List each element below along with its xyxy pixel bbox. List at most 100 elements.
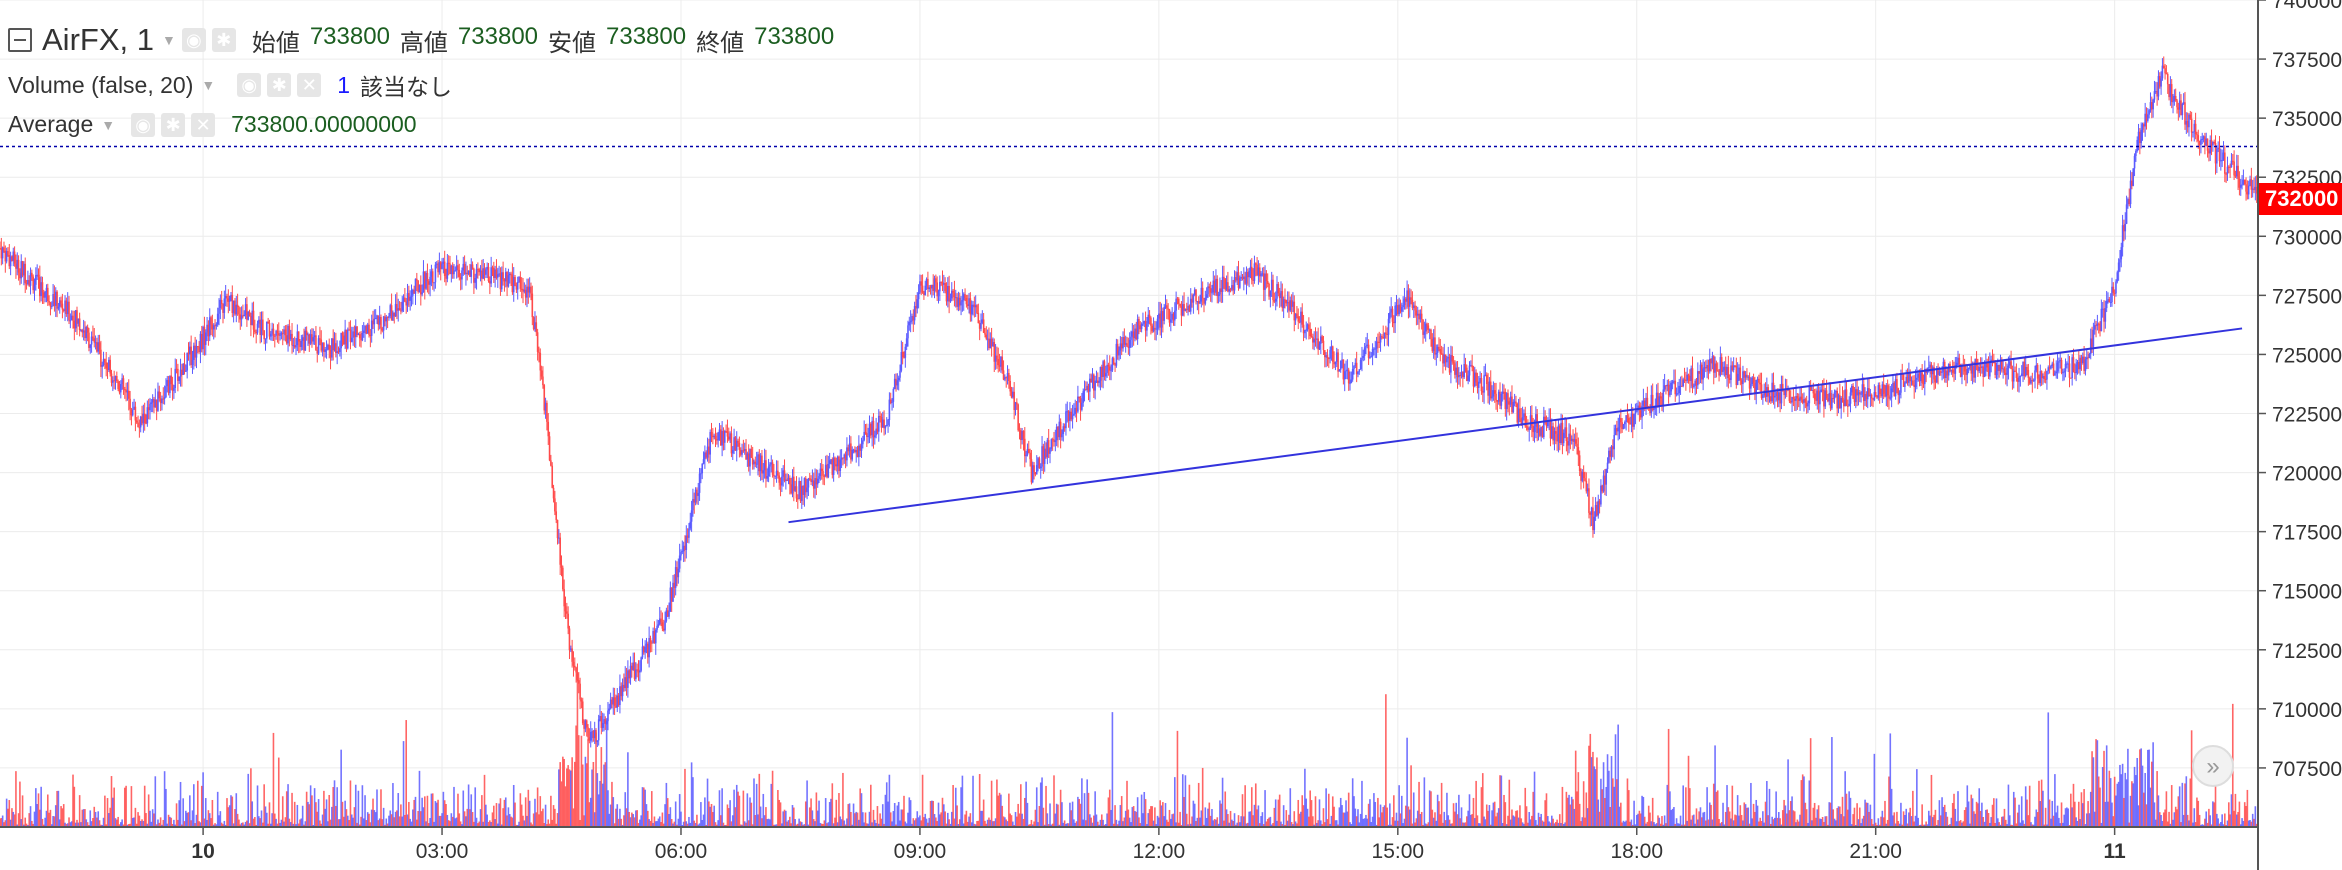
candle-body	[932, 284, 935, 291]
volume-bar	[189, 795, 191, 827]
candle-body	[1720, 357, 1723, 372]
volume-bar	[2006, 824, 2008, 827]
candle-body	[1690, 368, 1692, 382]
volume-bar	[997, 795, 1000, 827]
volume-bar	[745, 822, 747, 827]
candle-body	[940, 281, 942, 283]
candle-body	[2125, 204, 2128, 224]
volume-bar	[1351, 778, 1354, 827]
candle-body	[1387, 318, 1390, 335]
candle-body	[791, 476, 794, 494]
candle-body	[228, 295, 231, 302]
candle-body	[1167, 308, 1169, 310]
volume-bar	[2193, 808, 2196, 827]
candle-body	[118, 389, 121, 393]
candle-body	[1067, 411, 1070, 421]
volume-bar	[222, 824, 224, 827]
candle-body	[1341, 359, 1343, 361]
volume-bar	[939, 814, 941, 827]
candle-body	[1012, 391, 1014, 398]
volume-bar	[803, 824, 806, 827]
candle-body	[847, 447, 850, 452]
candle-body	[1140, 323, 1143, 330]
volume-bar	[700, 802, 702, 827]
volume-bar	[723, 824, 726, 827]
candle-body	[2144, 113, 2146, 127]
candle-body	[1282, 299, 1285, 309]
volume-bar	[747, 820, 750, 827]
candle-body	[1889, 397, 1892, 399]
volume-bar	[2028, 785, 2031, 827]
volume-bar	[2010, 824, 2012, 827]
volume-bar	[500, 824, 503, 827]
candle-body	[1055, 426, 1058, 441]
volume-bar	[1095, 814, 1098, 827]
volume-bar	[1365, 814, 1367, 827]
volume-bar	[1569, 804, 1572, 827]
candle-body	[1710, 359, 1712, 364]
volume-bar	[1695, 808, 1698, 827]
volume-bar	[1454, 811, 1456, 827]
volume-bar	[705, 824, 708, 827]
volume-bar	[510, 816, 512, 827]
candle-body	[54, 291, 57, 306]
candle-body	[660, 618, 662, 623]
candle-body	[1404, 298, 1407, 302]
volume-bar	[1671, 808, 1674, 827]
volume-bar	[1420, 811, 1423, 827]
candle-body	[701, 463, 704, 474]
candle-body	[1795, 395, 1797, 401]
candle-body	[1119, 343, 1122, 351]
candle-body	[803, 478, 806, 495]
candle-body	[1924, 368, 1926, 385]
volume-bar	[1305, 798, 1308, 827]
candle-body	[807, 478, 810, 488]
volume-bar	[981, 810, 984, 827]
candle-body	[1211, 292, 1213, 294]
volume-bar	[194, 823, 196, 827]
volume-bar	[2177, 796, 2180, 827]
volume-bar	[295, 824, 297, 827]
volume-bar	[950, 811, 953, 827]
volume-bar	[718, 790, 721, 827]
candle-body	[1224, 278, 1227, 290]
volume-bar	[2210, 824, 2213, 827]
candle-body	[268, 323, 271, 337]
candle-body	[498, 273, 500, 275]
candle-body	[1004, 377, 1006, 380]
candle-body	[2148, 110, 2150, 115]
candle-body	[1573, 439, 1576, 442]
candle-body	[1265, 273, 1268, 282]
candle-body	[810, 478, 812, 482]
volume-bar	[2197, 800, 2200, 827]
volume-bar	[1288, 814, 1290, 827]
volume-bar	[1008, 793, 1010, 827]
volume-bar	[2087, 801, 2089, 827]
candle-body	[917, 292, 920, 300]
candle-body	[1229, 289, 1232, 291]
volume-bar	[247, 773, 250, 827]
volume-bar	[1584, 817, 1586, 827]
candle-body	[1403, 298, 1406, 306]
candle-body	[200, 333, 203, 350]
volume-bar	[1047, 824, 1050, 827]
volume-bar	[272, 732, 275, 827]
volume-bar	[362, 818, 365, 827]
volume-bar	[1681, 824, 1683, 827]
volume-bar	[2156, 771, 2158, 827]
candle-body	[68, 301, 70, 321]
volume-bar	[2117, 781, 2120, 827]
candle-body	[1691, 368, 1694, 387]
volume-bar	[690, 762, 693, 827]
candle-body	[1483, 375, 1485, 393]
volume-bar	[1771, 816, 1773, 827]
candle-body	[102, 358, 105, 366]
candle-body	[1154, 327, 1156, 330]
volume-bar	[1777, 812, 1780, 827]
candle-body	[646, 643, 649, 658]
candle-body	[1175, 298, 1177, 311]
volume-bar	[1617, 724, 1619, 827]
candle-body	[193, 345, 195, 360]
volume-bar	[61, 808, 64, 827]
